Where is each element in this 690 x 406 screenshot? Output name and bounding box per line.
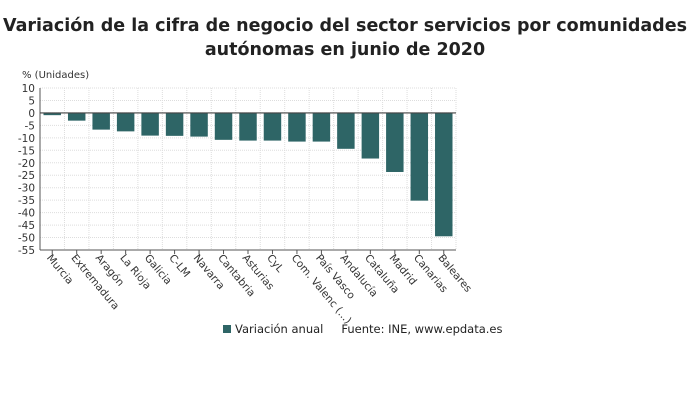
bar	[239, 112, 257, 141]
legend-swatch	[223, 325, 231, 333]
bar	[116, 112, 135, 132]
source-text: Fuente: INE, www.epdata.es	[341, 322, 503, 336]
y-tick-label: 10	[22, 83, 35, 95]
chart-title: Variación de la cifra de negocio del sec…	[3, 16, 687, 60]
bar	[165, 112, 184, 136]
y-tick-label: -10	[18, 133, 35, 145]
y-tick-label: -40	[18, 208, 35, 220]
bar	[92, 112, 110, 130]
y-tick-label: -5	[25, 120, 35, 132]
y-tick-label: -45	[18, 220, 35, 232]
legend-label: Variación anual	[235, 322, 324, 336]
y-tick-label: -55	[18, 245, 35, 257]
y-tick-label: -30	[18, 183, 35, 195]
bar	[141, 112, 159, 136]
bar	[43, 112, 61, 116]
bar	[410, 112, 429, 201]
bar	[312, 112, 331, 142]
y-tick-label: 0	[28, 108, 35, 120]
x-tick-label: CyL	[264, 252, 286, 275]
bar	[386, 112, 404, 172]
y-tick-label: -35	[18, 195, 35, 207]
bar	[435, 112, 453, 237]
bar	[337, 112, 355, 149]
y-tick-label: -25	[18, 170, 35, 182]
bar	[288, 112, 306, 142]
y-tick-label: 5	[28, 95, 35, 107]
bar	[67, 112, 86, 121]
bar	[263, 112, 282, 141]
y-tick-label: -15	[18, 145, 35, 157]
y-tick-label: -50	[18, 233, 35, 245]
bar	[214, 112, 233, 140]
y-tick-label: -20	[18, 158, 35, 170]
bar	[361, 112, 380, 159]
y-axis-label: % (Unidades)	[22, 70, 89, 81]
bar	[190, 112, 208, 137]
legend: Variación anual Fuente: INE, www.epdata.…	[223, 322, 503, 336]
